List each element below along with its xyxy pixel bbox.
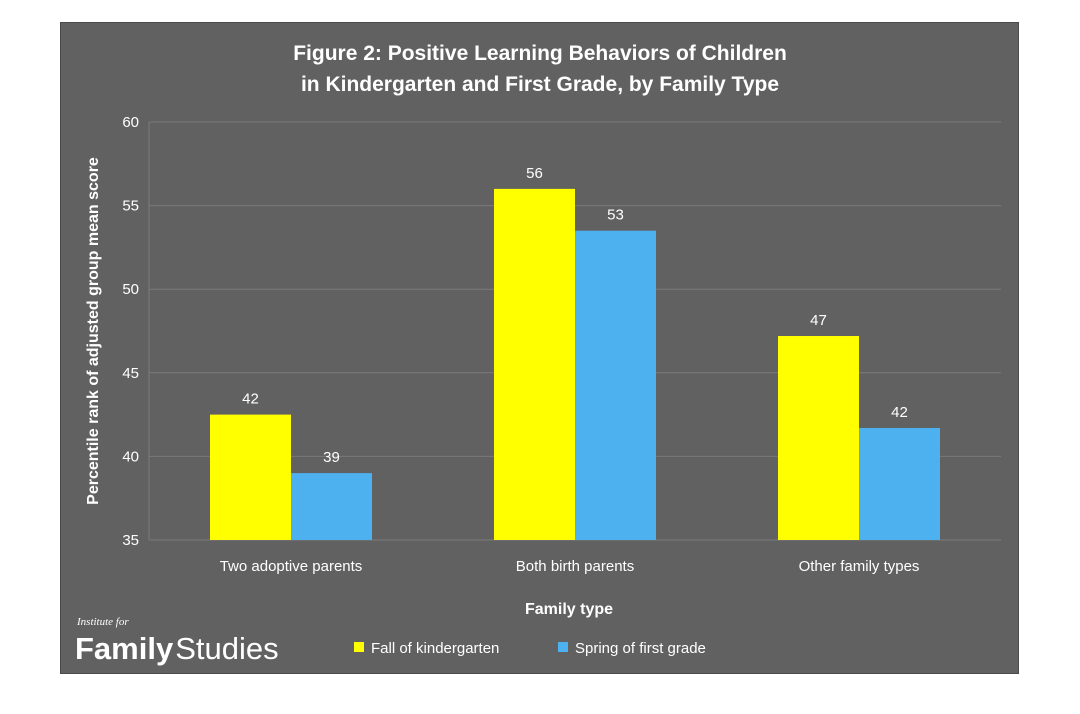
brand-bold-text: Family [75, 631, 174, 666]
y-tick-label: 60 [122, 114, 139, 131]
data-label: 39 [323, 449, 340, 466]
y-axis-ticks: 35 40 45 50 55 60 [122, 114, 139, 549]
y-axis-title: Percentile rank of adjusted group mean s… [85, 157, 102, 505]
data-label: 42 [891, 404, 908, 421]
legend-swatch-fall [354, 642, 364, 652]
bar [494, 188, 575, 540]
bars [210, 188, 940, 540]
data-label: 47 [810, 312, 827, 329]
data-label: 53 [607, 207, 624, 224]
category-label: Two adoptive parents [220, 558, 363, 575]
legend-swatch-spring [558, 642, 568, 652]
x-axis-title: Family type [525, 601, 613, 618]
bar [859, 427, 940, 540]
legend-label-spring: Spring of first grade [575, 640, 706, 657]
y-tick-label: 45 [122, 365, 139, 382]
brand-wordmark: FamilyStudies [75, 631, 279, 666]
bar [575, 230, 656, 540]
data-labels: 42 39 56 53 47 42 [242, 165, 908, 466]
brand-light-text: Studies [175, 631, 278, 666]
y-tick-label: 40 [122, 448, 139, 465]
bar [778, 336, 859, 540]
category-label: Other family types [799, 558, 920, 575]
brand-small-text: Institute for [76, 616, 129, 628]
chart-title-line-1: Figure 2: Positive Learning Behaviors of… [293, 42, 787, 65]
y-tick-label: 35 [122, 532, 139, 549]
data-label: 56 [526, 165, 543, 182]
legend-label-fall: Fall of kindergarten [371, 640, 499, 657]
bar [291, 473, 372, 540]
category-label: Both birth parents [516, 558, 634, 575]
y-tick-label: 50 [122, 281, 139, 298]
category-labels: Two adoptive parents Both birth parents Ot… [220, 558, 920, 575]
y-tick-label: 55 [122, 198, 139, 215]
data-label: 42 [242, 391, 259, 408]
brand-logo: Institute for FamilyStudies [75, 616, 279, 666]
legend: Fall of kindergarten Spring of first gra… [354, 640, 706, 657]
bar [210, 414, 291, 540]
chart-svg: Figure 2: Positive Learning Behaviors of… [75, 42, 1001, 666]
chart-title-line-2: in Kindergarten and First Grade, by Fami… [301, 73, 779, 96]
chart-panel: Figure 2: Positive Learning Behaviors of… [60, 22, 1019, 674]
